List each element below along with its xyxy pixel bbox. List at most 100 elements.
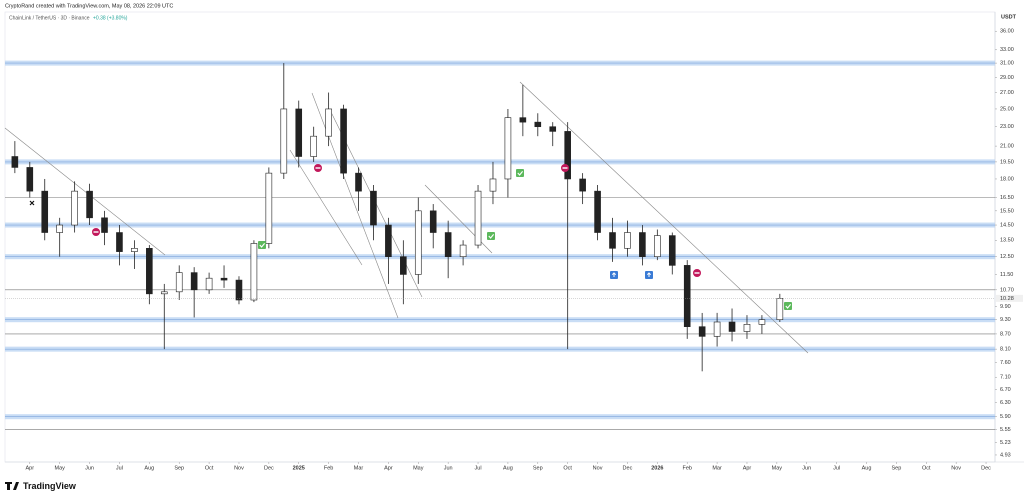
candle-body (624, 232, 631, 249)
y-tick-label: 12.50 (1000, 254, 1014, 260)
y-tick-label: 36.00 (1000, 29, 1014, 35)
candle-body (776, 298, 784, 321)
candle-body (355, 172, 362, 192)
x-tick-label: Feb (324, 465, 333, 471)
y-tick-label: 31.00 (1000, 61, 1014, 67)
candle-body (474, 190, 482, 246)
candle-body (743, 324, 751, 332)
check-icon (258, 241, 266, 249)
y-tick-label: 16.50 (1000, 195, 1014, 201)
y-tick-label: 7.60 (1000, 360, 1011, 366)
candles-layer (11, 63, 784, 372)
candle-body (295, 108, 303, 157)
last-price-label: 10.28 (1000, 296, 1014, 302)
x-tick-label: Apr (26, 465, 35, 471)
check-icon (784, 302, 792, 310)
y-tick-label: 5.55 (1000, 427, 1011, 433)
y-tick-label: 5.90 (1000, 414, 1011, 420)
x-tick-label: May (772, 465, 783, 471)
price-change: +0.38 (+3.80%) (93, 15, 128, 21)
candle-body (579, 178, 586, 192)
header: CryptoRand created with TradingView.com,… (5, 3, 173, 9)
x-tick-label: May (54, 465, 65, 471)
candle-body (414, 210, 422, 275)
candle-body (116, 232, 123, 252)
candle-body (146, 248, 153, 295)
candle-body (250, 243, 258, 301)
axis-unit: USDT (1001, 14, 1017, 20)
y-tick-label: 14.50 (1000, 222, 1014, 228)
candle-body (370, 190, 377, 226)
x-tick-label: Oct (922, 465, 931, 471)
y-tick-label: 13.50 (1000, 238, 1014, 244)
x-tick-label: Dec (623, 465, 633, 471)
x-tick-label: Nov (951, 465, 961, 471)
x-tick-label: Aug (144, 465, 154, 471)
candle-body (280, 108, 288, 174)
stop-icon (693, 269, 701, 277)
candle-body (26, 167, 34, 192)
candle-body (639, 232, 646, 257)
candle-body (489, 178, 497, 192)
candle-body (265, 172, 273, 244)
y-tick-label: 6.70 (1000, 387, 1011, 393)
x-tick-label: Jun (85, 465, 94, 471)
candle-body (429, 210, 437, 233)
stop-icon (92, 228, 100, 236)
candle-body (235, 279, 243, 301)
candle-body (220, 277, 228, 281)
brand-logo: TradingView (5, 481, 77, 491)
x-tick-label: Feb (682, 465, 691, 471)
y-tick-label: 4.93 (1000, 452, 1011, 458)
x-tick-label: Oct (205, 465, 214, 471)
candle-body (444, 232, 452, 257)
candle-body (11, 156, 19, 168)
x-tick-label: Mar (712, 465, 722, 471)
candle-body (56, 224, 63, 233)
candle-body (340, 108, 347, 174)
signal-icons (29, 164, 792, 310)
y-tick-label: 15.50 (1000, 208, 1014, 214)
candle-body (310, 135, 317, 157)
x-tick-label: Jul (116, 465, 123, 471)
candle-body (205, 277, 213, 291)
candle-body (668, 235, 676, 266)
x-tick-label: 2025 (293, 465, 305, 471)
candle-body (594, 190, 601, 233)
y-tick-label: 21.00 (1000, 144, 1014, 150)
candle-body (400, 256, 407, 275)
y-tick-label: 23.00 (1000, 124, 1014, 130)
candle-body (41, 190, 49, 233)
check-icon (487, 232, 495, 240)
candle-body (86, 190, 93, 219)
symbol-title: ChainLink / TetherUS · 3D · Binance (9, 15, 90, 21)
y-tick-label: 9.90 (1000, 304, 1011, 310)
candle-body (101, 217, 108, 233)
candle-body (609, 232, 616, 249)
candle-body (175, 272, 183, 293)
x-tick-label: Dec (981, 465, 991, 471)
x-tick-label: Mar (354, 465, 364, 471)
x-tick-label: Jun (444, 465, 453, 471)
y-tick-label: 7.10 (1000, 375, 1011, 381)
y-tick-label: 8.10 (1000, 347, 1011, 353)
candle-body (190, 272, 198, 291)
candle-body (549, 126, 557, 132)
x-tick-label: Aug (503, 465, 513, 471)
y-tick-label: 18.00 (1000, 176, 1014, 182)
candle-body (325, 108, 332, 137)
trendline (289, 149, 363, 266)
x-tick-label: 2026 (651, 465, 663, 471)
y-tick-label: 33.00 (1000, 47, 1014, 53)
x-tick-label: Nov (234, 465, 244, 471)
candle-body (160, 291, 168, 295)
x-tick-label: Apr (384, 465, 393, 471)
y-tick-label: 5.23 (1000, 440, 1011, 446)
x-tick-label: Jul (833, 465, 840, 471)
y-tick-label: 11.50 (1000, 272, 1013, 278)
y-tick-label: 27.00 (1000, 90, 1014, 96)
x-tick-label: Sep (174, 465, 184, 471)
candle-body (683, 265, 691, 327)
trendline (4, 127, 166, 256)
